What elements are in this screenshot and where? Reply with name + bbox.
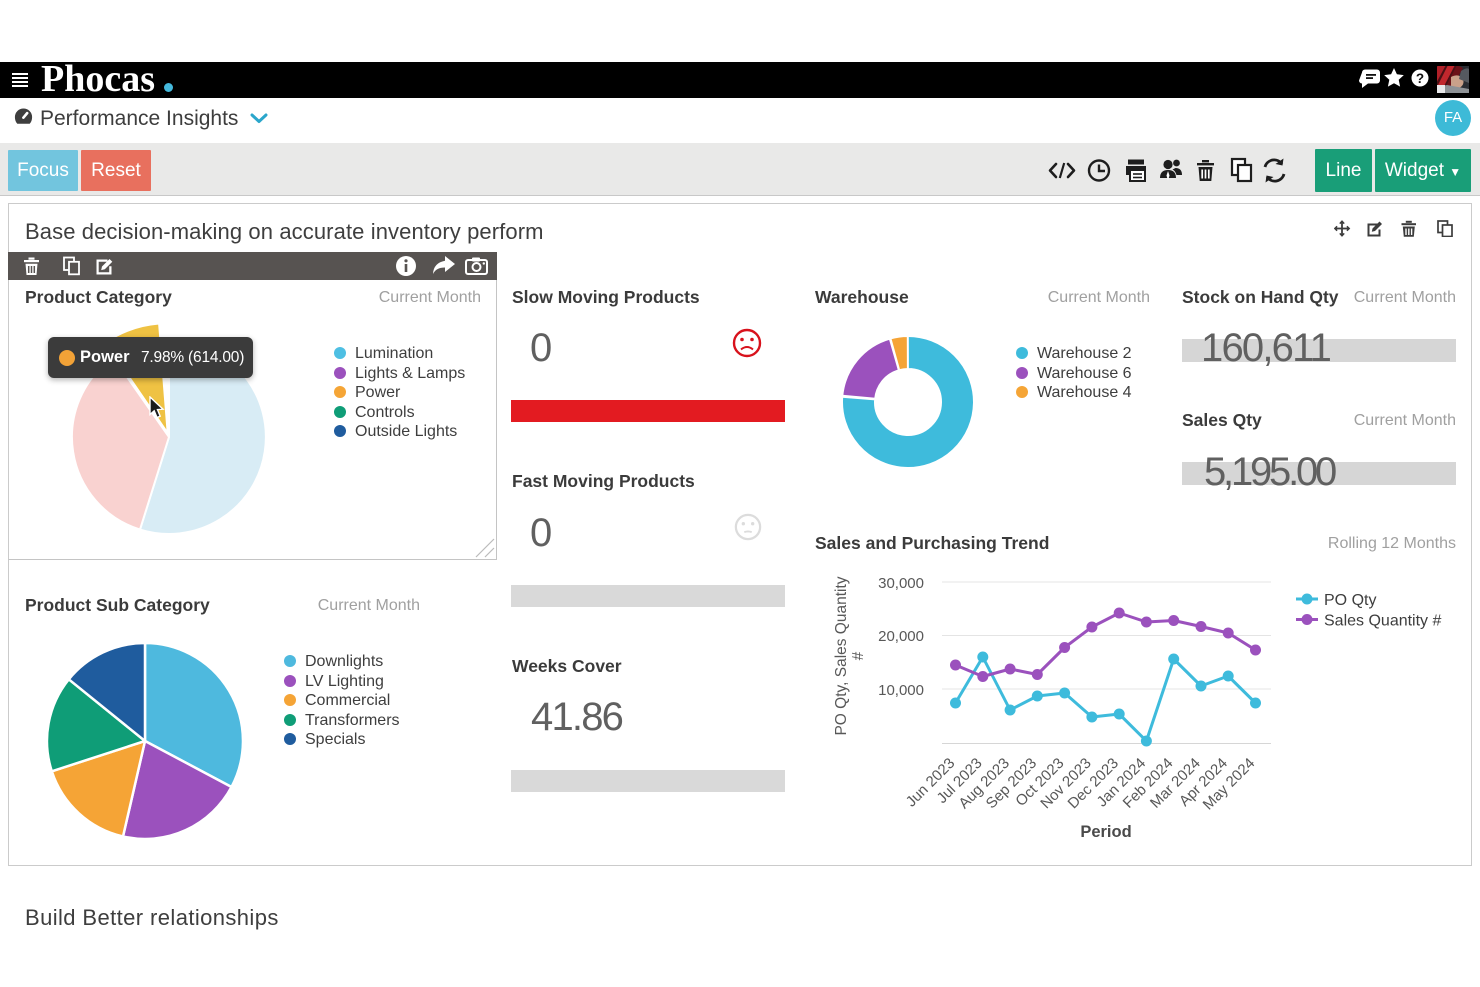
svg-text:PO Qty, Sales Quantity: PO Qty, Sales Quantity — [833, 576, 850, 735]
svg-text:Sales Quantity #: Sales Quantity # — [1324, 613, 1442, 630]
svg-text:20,000: 20,000 — [878, 628, 924, 645]
svg-text:Period: Period — [1080, 823, 1131, 841]
svg-text:PO Qty: PO Qty — [1324, 592, 1376, 609]
svg-text:#: # — [850, 651, 867, 660]
svg-text:?: ? — [1416, 71, 1424, 86]
svg-text:30,000: 30,000 — [878, 575, 924, 592]
svg-text:10,000: 10,000 — [878, 682, 924, 699]
